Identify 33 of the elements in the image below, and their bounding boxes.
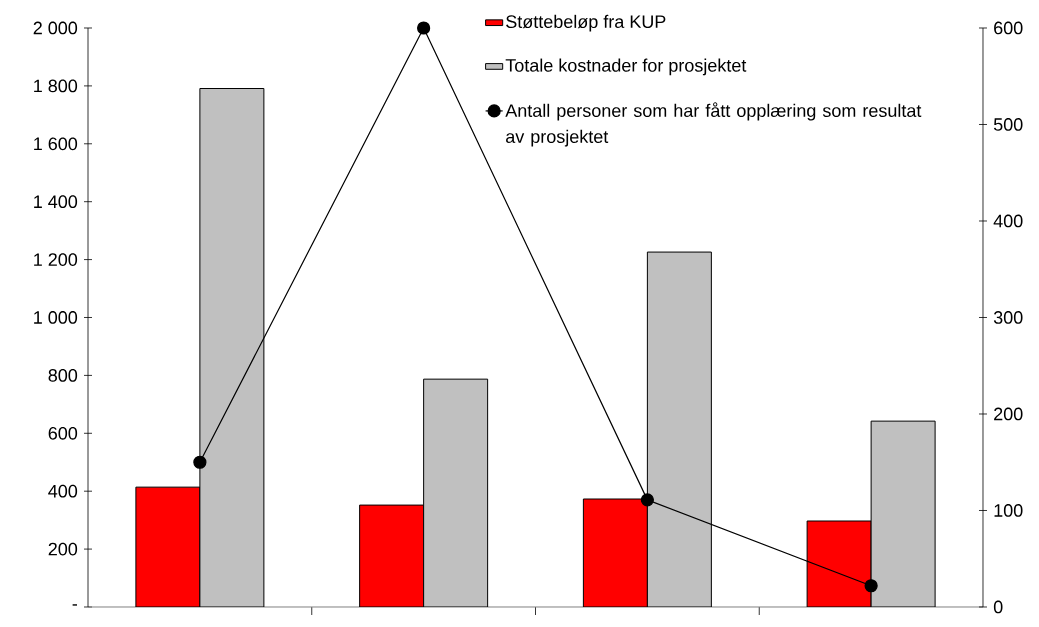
bar (582, 498, 648, 607)
y2-tick-label: 200 (994, 407, 1023, 421)
point (864, 579, 878, 593)
y-tick-label: 2 000 (33, 21, 78, 35)
y2-tick-label: 600 (994, 21, 1023, 35)
point (640, 493, 654, 507)
bar (870, 420, 936, 607)
y-tick-label: 1 000 (34, 311, 78, 324)
bar (646, 251, 712, 607)
y-tick-label: 1 600 (34, 137, 78, 151)
bar (806, 520, 872, 607)
bar (199, 87, 265, 607)
y2-tick-label: 0 (993, 600, 1003, 614)
y-tick-label: 400 (48, 484, 78, 498)
point (417, 21, 431, 35)
bar (135, 486, 201, 607)
y2-tick-label: 300 (993, 311, 1023, 324)
y2-tick-label: 500 (993, 118, 1023, 131)
legend-label: Totale kostnader for prosjektet (505, 58, 747, 76)
legend-label: Antall personer som har fått opplæring som resultat av prosjektet (505, 102, 922, 147)
y-tick-label: 1 800 (34, 79, 78, 93)
y-tick-label: 600 (48, 426, 78, 440)
y-tick-label: 1 200 (34, 253, 78, 266)
point (193, 455, 207, 469)
bar (359, 504, 425, 607)
bar (423, 378, 489, 607)
y-tick-label: - (72, 604, 78, 606)
y2-tick-label: 400 (993, 214, 1023, 228)
y-tick-label: 200 (48, 542, 78, 556)
y-tick-label: 800 (48, 368, 78, 382)
legend-label: Støttebeløp fra KUP (506, 14, 666, 32)
y-tick-label: 1 400 (34, 195, 78, 208)
y2-tick-label: 100 (994, 504, 1023, 517)
